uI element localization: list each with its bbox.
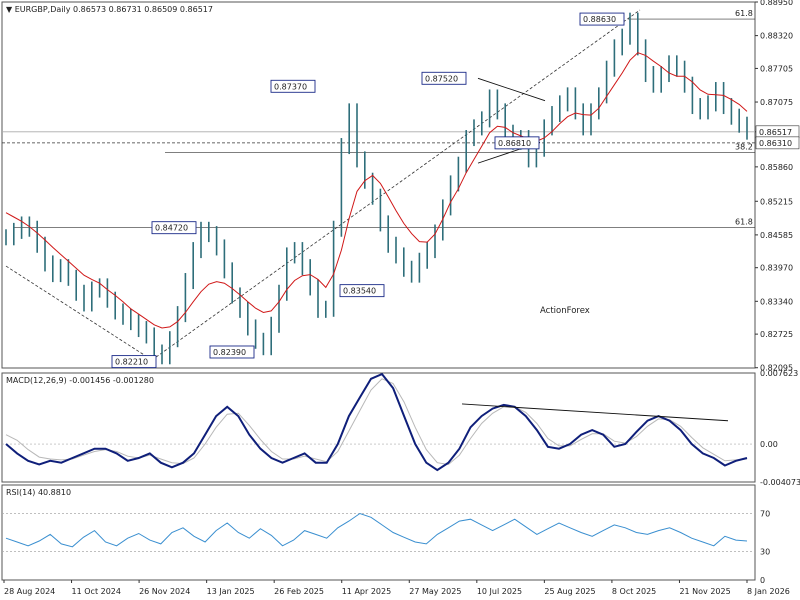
macd-y-tick-label: -0.004073	[760, 478, 800, 487]
price-y-tick-label: 0.88320	[760, 32, 793, 41]
trendline-dashed-up	[151, 9, 641, 361]
pivot-annotation-label: 0.88630	[583, 15, 616, 24]
rsi-y-tick-label: 0	[760, 576, 765, 585]
macd-y-tick-label: 0.007623	[760, 369, 798, 378]
price-chart-title: ▼ EURGBP,Daily 0.86573 0.86731 0.86509 0…	[6, 5, 213, 14]
current-price-tag: 0.86517	[759, 128, 792, 137]
rsi-line	[5, 512, 748, 548]
macd-y-tick-label: 0.00	[760, 440, 778, 449]
price-panel-frame	[1, 1, 756, 369]
price-y-tick-label: 0.84585	[760, 231, 793, 240]
moving-average-line	[5, 52, 748, 329]
x-tick-label: 8 Oct 2025	[612, 587, 656, 596]
price-y-tick-label: 0.87705	[760, 64, 793, 73]
x-tick-label: 21 Nov 2025	[679, 587, 730, 596]
x-tick-label: 11 Oct 2024	[72, 587, 121, 596]
price-y-tick-label: 0.82095	[760, 364, 793, 373]
fib-label: 61.8	[735, 218, 753, 227]
price-y-tick-label: 0.82725	[760, 330, 793, 339]
triangle-upper-line	[477, 77, 546, 102]
pivot-annotation-box	[579, 12, 625, 26]
pivot-annotation-box	[111, 355, 157, 369]
rsi-y-tick-label: 70	[760, 510, 770, 519]
x-tick-label: 10 Jul 2025	[477, 587, 522, 596]
pivot-annotation-label: 0.86810	[498, 139, 531, 148]
macd-signal-line	[5, 378, 748, 466]
rsi-title: RSI(14) 40.8810	[6, 488, 71, 497]
x-tick-label: 28 Aug 2024	[4, 587, 55, 596]
macd-panel-frame	[1, 372, 756, 483]
pivot-annotation-label: 0.87370	[274, 82, 307, 91]
fib-label: 61.8	[735, 9, 753, 18]
x-tick-label: 27 May 2025	[409, 587, 461, 596]
pivot-annotation-box	[270, 79, 316, 93]
pivot-annotation-label: 0.83540	[343, 287, 376, 296]
rsi-y-tick-label: 30	[760, 548, 770, 557]
pivot-annotation-label: 0.84720	[155, 224, 188, 233]
x-tick-label: 13 Jan 2025	[207, 587, 255, 596]
price-y-tick-label: 0.88950	[760, 0, 793, 7]
support-price-tag: 0.86310	[759, 139, 792, 148]
price-y-tick-label: 0.83340	[760, 297, 793, 306]
pivot-annotation-box	[209, 345, 255, 359]
pivot-annotation-label: 0.82390	[213, 348, 246, 357]
price-y-tick-label: 0.87075	[760, 98, 793, 107]
price-y-tick-label: 0.83970	[760, 264, 793, 273]
watermark: ActionForex	[540, 306, 590, 316]
x-tick-label: 26 Feb 2025	[274, 587, 324, 596]
price-y-tick-label: 0.85215	[760, 197, 793, 206]
x-tick-label: 11 Apr 2025	[342, 587, 391, 596]
fib-label: 38.2	[735, 142, 753, 151]
macd-divergence-line	[461, 403, 729, 422]
price-y-tick-label: 0.85860	[760, 163, 793, 172]
pivot-annotation-box	[421, 71, 467, 85]
x-tick-label: 8 Jan 2026	[747, 587, 790, 596]
x-tick-label: 26 Nov 2024	[139, 587, 190, 596]
pivot-annotation-box	[151, 221, 197, 235]
support-price-tag-box	[755, 136, 800, 150]
pivot-annotation-box	[339, 284, 385, 298]
x-tick-label: 25 Aug 2025	[544, 587, 595, 596]
macd-main-line	[5, 372, 748, 472]
macd-title: MACD(12,26,9) -0.001456 -0.001280	[6, 376, 154, 385]
trendline-dashed-down	[5, 265, 153, 361]
pivot-annotation-label: 0.87520	[425, 74, 458, 83]
rsi-panel-frame	[1, 484, 756, 581]
pivot-annotation-label: 0.82210	[115, 358, 148, 367]
pivot-annotation-box	[494, 136, 540, 150]
